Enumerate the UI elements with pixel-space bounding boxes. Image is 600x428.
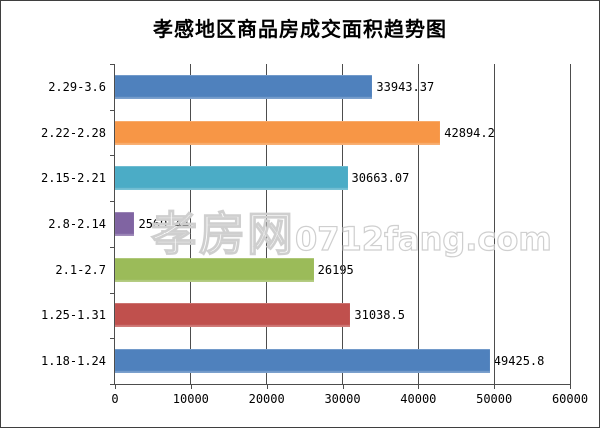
x-axis-tick-label: 40000: [400, 392, 437, 406]
value-label: 30663.07: [351, 171, 410, 186]
x-axis-tick-label: 20000: [248, 392, 285, 406]
bar: [115, 166, 348, 191]
x-axis-tick: [494, 384, 496, 389]
y-axis-tick: [110, 338, 115, 339]
gridline: [569, 64, 571, 384]
value-label: 31038.5: [354, 308, 405, 323]
category-label: 2.29-3.6: [48, 79, 106, 94]
x-axis-tick-label: 30000: [324, 392, 361, 406]
y-axis-tick: [110, 155, 115, 156]
x-axis-tick-label: 60000: [551, 392, 589, 406]
gridline: [493, 64, 495, 384]
value-label: 42894.2: [444, 125, 495, 140]
x-axis-tick-label: 10000: [172, 392, 209, 406]
x-axis-tick: [342, 384, 344, 389]
gridline: [417, 64, 419, 384]
category-label: 2.8-2.14: [48, 217, 106, 231]
bar: [115, 303, 351, 328]
value-label: 33943.37: [376, 79, 435, 94]
x-axis-tick-label: 50000: [476, 392, 513, 406]
y-axis-tick: [110, 384, 115, 385]
x-axis-tick: [418, 384, 420, 389]
value-label: 2569.44: [138, 217, 190, 231]
chart-title: 孝感地区商品房成交面积趋势图: [153, 17, 447, 41]
bar: [115, 349, 490, 374]
bar: [115, 212, 135, 236]
category-label: 2.1-2.7: [55, 262, 106, 277]
category-label: 2.15-2.21: [40, 171, 106, 186]
value-label: 49425.8: [493, 354, 545, 369]
x-axis-tick-label: 0: [111, 392, 119, 406]
category-label: 1.18-1.24: [40, 354, 106, 369]
x-axis-tick: [570, 384, 571, 389]
y-axis-tick: [110, 201, 115, 202]
y-axis-tick: [110, 247, 115, 248]
gridline: [342, 64, 343, 384]
value-label: 26195: [317, 262, 354, 277]
category-label: 1.25-1.31: [40, 308, 106, 323]
y-axis-tick: [110, 110, 115, 111]
bar: [115, 120, 441, 145]
gridline: [190, 64, 192, 384]
bar: [115, 257, 314, 282]
x-axis-tick: [266, 384, 268, 389]
gridline: [266, 64, 268, 384]
x-axis-tick: [115, 384, 116, 389]
y-axis-tick: [110, 293, 115, 294]
x-axis-tick: [190, 384, 192, 389]
plot-area: 0 10000 20000 30000 40000 50000 60000 33943.37 4…: [110, 64, 588, 406]
category-label: 2.22-2.28: [40, 125, 106, 140]
bar: [115, 74, 373, 99]
y-axis-tick: [110, 64, 115, 65]
